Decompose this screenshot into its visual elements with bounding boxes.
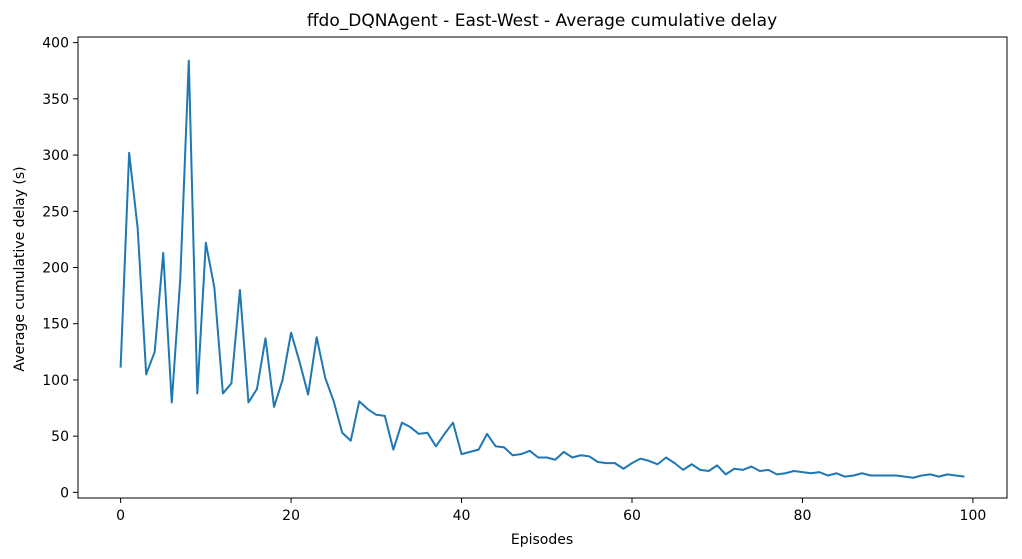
y-tick-label: 350: [42, 92, 69, 108]
plot-frame: [77, 36, 1008, 499]
x-tick-label: 100: [960, 508, 987, 524]
y-tick-label: 150: [42, 317, 69, 333]
x-tick-label: 0: [116, 508, 125, 524]
x-tick-label: 20: [282, 508, 300, 524]
x-tick-label: 60: [623, 508, 641, 524]
y-tick-label: 100: [42, 373, 69, 389]
y-tick-label: 50: [51, 429, 69, 445]
y-tick-label: 200: [42, 261, 69, 277]
series-line: [119, 59, 965, 479]
y-axis-ticks: 0 50 100 150 200 250 300 350 400: [42, 36, 78, 501]
x-tick-label: 40: [453, 508, 471, 524]
y-tick-label: 400: [42, 36, 69, 52]
y-tick-label: 250: [42, 204, 69, 220]
y-tick-label: 0: [60, 485, 69, 501]
chart-title: ffdo_DQNAgent - East-West - Average cumu…: [307, 11, 777, 31]
plot-area: [119, 59, 965, 479]
y-tick-label: 300: [42, 148, 69, 164]
x-axis-ticks: 0 20 40 60 80 100: [116, 498, 986, 524]
x-axis-label: Episodes: [511, 532, 573, 548]
x-tick-label: 80: [794, 508, 812, 524]
y-axis-label: Average cumulative delay (s): [12, 166, 28, 371]
